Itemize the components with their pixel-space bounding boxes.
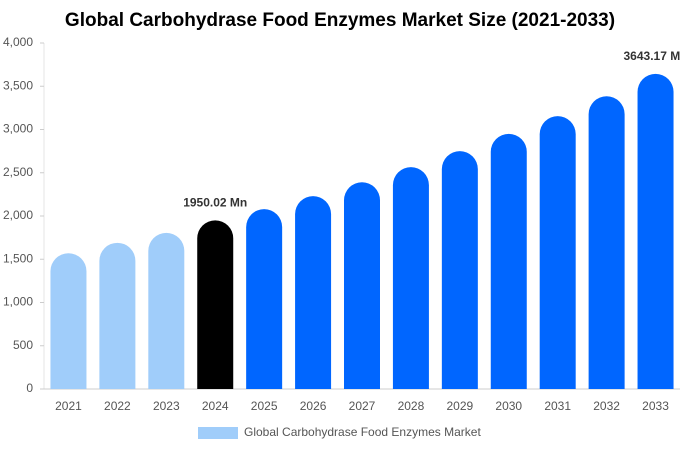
x-tick-label: 2032 — [593, 399, 620, 413]
legend-swatch — [198, 427, 238, 439]
y-tick-label: 2,500 — [3, 165, 33, 179]
bar — [637, 73, 674, 390]
bar — [148, 232, 185, 389]
x-tick-label: 2021 — [55, 399, 82, 413]
x-tick-label: 2033 — [642, 399, 669, 413]
bar — [392, 167, 429, 389]
bar — [50, 253, 87, 389]
legend-label: Global Carbohydrase Food Enzymes Market — [244, 425, 481, 439]
bar — [197, 220, 234, 389]
bar — [344, 182, 380, 389]
x-tick-label: 2029 — [446, 399, 473, 413]
chart-title: Global Carbohydrase Food Enzymes Market … — [65, 10, 615, 31]
x-tick-label: 2022 — [104, 399, 131, 413]
y-tick-label: 500 — [13, 338, 33, 352]
bar — [99, 242, 136, 389]
x-tick-label: 2026 — [300, 399, 327, 413]
bar — [588, 96, 625, 389]
y-tick-label: 4,000 — [3, 35, 33, 49]
x-tick-label: 2031 — [544, 399, 571, 413]
bar — [246, 209, 283, 389]
value-label: 1950.02 Mn — [183, 195, 247, 209]
y-tick-label: 2,000 — [3, 208, 33, 222]
bar — [295, 196, 332, 389]
bar — [441, 151, 478, 389]
y-tick-label: 1,500 — [3, 251, 33, 265]
y-tick-label: 0 — [26, 381, 33, 395]
value-label: 3643.17 Mn — [624, 49, 680, 63]
x-tick-label: 2023 — [153, 399, 180, 413]
y-tick-label: 3,500 — [3, 78, 33, 92]
x-tick-label: 2024 — [202, 399, 229, 413]
bar — [539, 116, 576, 390]
x-tick-label: 2030 — [495, 399, 522, 413]
y-tick-label: 1,000 — [3, 295, 33, 309]
x-tick-label: 2028 — [398, 399, 425, 413]
bar — [490, 133, 527, 389]
y-tick-label: 3,000 — [3, 122, 33, 136]
x-tick-label: 2025 — [251, 399, 278, 413]
x-tick-label: 2027 — [349, 399, 376, 413]
